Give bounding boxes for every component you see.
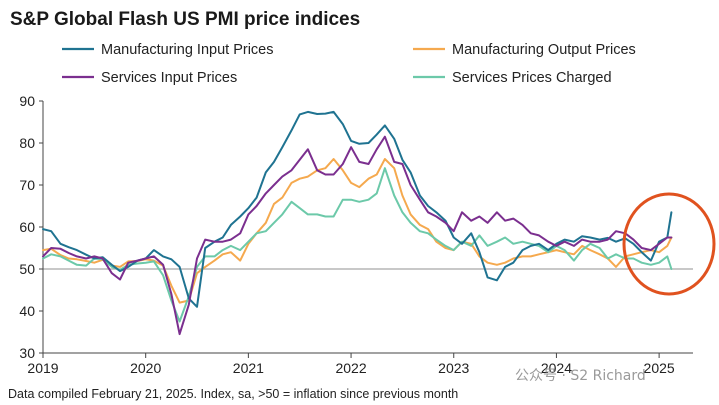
y-tick-label: 70 [19, 177, 35, 193]
y-tick-label: 40 [19, 303, 35, 319]
y-tick-label: 30 [19, 345, 35, 361]
plot-area: 30 40 50 60 70 80 90 2019 2020 2021 2022 2023 2024 20… [19, 93, 716, 376]
x-tick-label: 2021 [233, 360, 264, 376]
x-tick-label: 2025 [644, 360, 675, 376]
y-tick-label: 50 [19, 261, 35, 277]
watermark-text: 公众号 · S2 Richard [515, 368, 646, 384]
series-line-services-input [42, 135, 673, 336]
legend-label-manufacturing-input: Manufacturing Input Prices [101, 42, 273, 58]
series-line-services-charged [42, 167, 673, 323]
legend: Manufacturing Input Prices Manufacturing… [62, 42, 636, 86]
y-tick-label: 80 [19, 135, 35, 151]
legend-label-manufacturing-output: Manufacturing Output Prices [452, 42, 636, 58]
footnote: Data compiled February 21, 2025. Index, … [8, 387, 458, 401]
highlight-circle [622, 192, 716, 296]
chart-title: S&P Global Flash US PMI price indices [10, 9, 360, 30]
x-tick-label: 2024 [541, 360, 572, 376]
y-tick-label: 90 [19, 93, 35, 109]
x-tick-label: 2019 [27, 360, 58, 376]
x-tick-label: 2023 [438, 360, 469, 376]
x-tick-label: 2020 [130, 360, 161, 376]
series-line-manufacturing-input [42, 110, 673, 308]
y-tick-label: 60 [19, 219, 35, 235]
legend-label-services-charged: Services Prices Charged [452, 70, 612, 86]
series-line-manufacturing-output [42, 158, 673, 304]
x-tick-label: 2022 [335, 360, 366, 376]
legend-label-services-input: Services Input Prices [101, 70, 237, 86]
